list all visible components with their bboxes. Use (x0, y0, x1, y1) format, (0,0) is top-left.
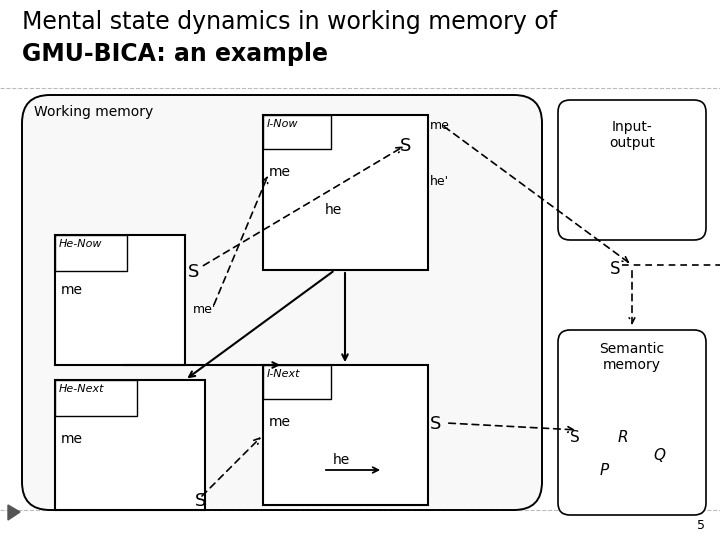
Text: 5: 5 (697, 519, 705, 532)
Text: P: P (600, 463, 609, 478)
Bar (55, 380, 137, 416)
Text: I-Now: I-Now (267, 119, 299, 129)
Text: S: S (195, 492, 207, 510)
Text: S: S (570, 430, 580, 445)
Text: he': he' (430, 175, 449, 188)
FancyBboxPatch shape (558, 100, 706, 240)
Text: me: me (269, 165, 291, 179)
Bar (263, 365, 428, 505)
Bar (263, 115, 428, 270)
Bar (263, 365, 331, 399)
FancyBboxPatch shape (22, 95, 542, 510)
Text: I-Next: I-Next (267, 369, 300, 379)
Text: Q: Q (653, 448, 665, 463)
Text: S: S (430, 415, 441, 433)
Text: Semantic
memory: Semantic memory (600, 342, 665, 372)
Text: Input-
output: Input- output (609, 120, 655, 150)
Polygon shape (8, 505, 20, 520)
Text: S: S (188, 263, 199, 281)
Text: me: me (61, 432, 83, 446)
Text: me: me (269, 415, 291, 429)
Bar (55, 235, 185, 365)
Bar (55, 380, 205, 510)
Text: Working memory: Working memory (34, 105, 153, 119)
Bar (263, 115, 331, 149)
Text: me: me (430, 119, 450, 132)
Text: He-Now: He-Now (59, 239, 102, 249)
FancyBboxPatch shape (558, 330, 706, 515)
Text: Mental state dynamics in working memory of: Mental state dynamics in working memory … (22, 10, 557, 34)
Text: me: me (61, 283, 83, 297)
Text: S: S (610, 260, 621, 278)
Text: GMU-BICA: an example: GMU-BICA: an example (22, 42, 328, 66)
Text: he: he (333, 453, 350, 467)
Text: S: S (400, 137, 411, 155)
Text: he: he (325, 203, 342, 217)
Bar (55, 235, 127, 271)
Text: me': me' (193, 303, 217, 316)
Text: He-Next: He-Next (59, 384, 104, 394)
Text: R: R (618, 430, 629, 445)
